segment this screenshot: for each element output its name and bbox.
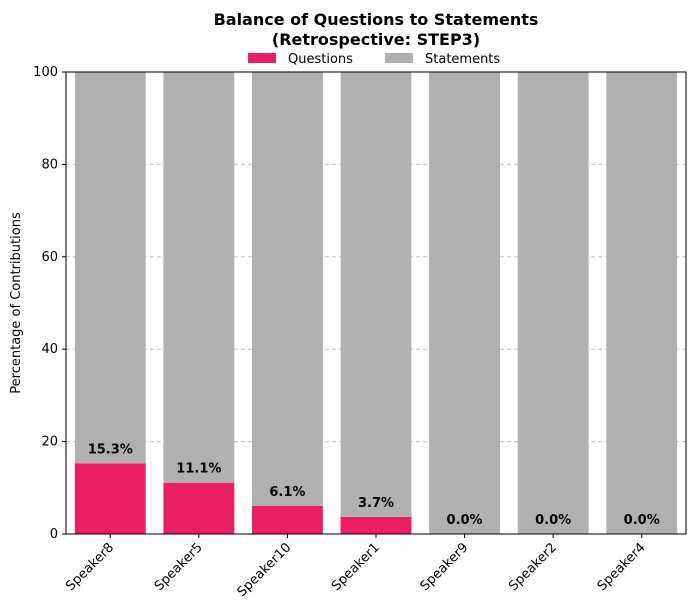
data-label: 3.7% — [358, 496, 394, 511]
bar-statements — [340, 72, 412, 517]
bars — [74, 72, 678, 534]
y-tick-label: 20 — [41, 435, 58, 450]
data-label: 0.0% — [447, 513, 483, 528]
bar-statements — [429, 72, 500, 534]
x-tick-label: Speaker10 — [235, 540, 295, 600]
x-tick-label: Speaker2 — [506, 540, 560, 594]
data-labels: 15.3% 11.1% 6.1% 3.7% 0.0% 0.0% 0.0% — [88, 442, 660, 528]
legend-label-questions: Questions — [288, 52, 353, 67]
bar-statements — [606, 72, 678, 534]
legend-label-statements: Statements — [425, 52, 500, 67]
chart-subtitle: (Retrospective: STEP3) — [272, 30, 480, 49]
y-tick-label: 80 — [41, 157, 58, 172]
y-tick-label: 100 — [33, 65, 58, 80]
bar-statements — [252, 72, 323, 506]
legend: Questions Statements — [248, 52, 500, 67]
y-tick-label: 60 — [41, 250, 58, 265]
x-tick-label: Speaker9 — [418, 540, 472, 594]
bar-questions — [252, 505, 323, 534]
bar-statements — [74, 72, 146, 464]
data-label: 11.1% — [176, 462, 221, 477]
bar-questions — [74, 463, 146, 534]
chart-title: Balance of Questions to Statements — [214, 10, 539, 29]
x-tick-label: Speaker4 — [595, 540, 649, 594]
data-label: 15.3% — [88, 442, 133, 457]
x-tick-label: Speaker1 — [329, 540, 383, 594]
y-axis-label: Percentage of Contributions — [9, 212, 24, 394]
y-tick-label: 40 — [41, 342, 58, 357]
data-label: 0.0% — [535, 513, 571, 528]
bar-questions — [340, 516, 412, 534]
bar-statements — [517, 72, 589, 534]
y-tick-label: 0 — [50, 527, 58, 542]
bar-questions — [163, 482, 235, 534]
data-label: 6.1% — [269, 485, 305, 500]
data-label: 0.0% — [624, 513, 660, 528]
x-tick-label: Speaker8 — [63, 540, 117, 594]
legend-swatch-statements — [385, 53, 413, 63]
legend-swatch-questions — [248, 53, 276, 63]
bar-statements — [163, 72, 235, 483]
x-tick-label: Speaker5 — [152, 540, 206, 594]
